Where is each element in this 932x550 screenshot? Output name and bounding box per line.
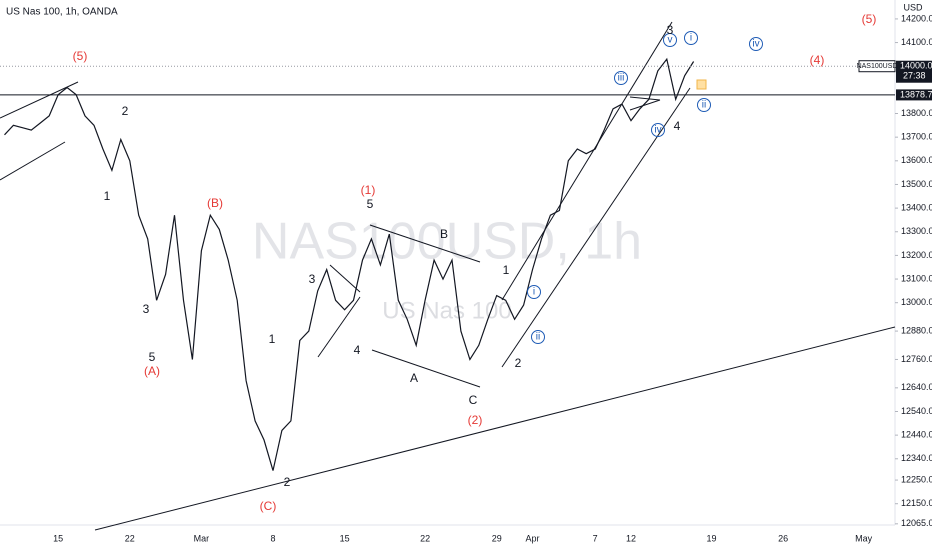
alert-marker [696,79,707,90]
wave-label: i [533,287,535,298]
wave-circle [663,33,677,47]
wave-circle [684,31,698,45]
y-tick-label: 13800.0 [901,108,932,118]
y-tick-label: 12150.0 [901,498,932,508]
y-tick-label: 12880.0 [901,325,932,335]
wave-label: (4) [810,53,825,67]
wave-circle [614,71,628,85]
y-tick-label: 12340.0 [901,453,932,463]
wave-label: ii [702,100,706,111]
watermark-sub: US Nas 100 [382,297,511,324]
drawings [0,21,896,531]
y-tick-label: 13000.0 [901,297,932,307]
countdown: 27:38 [903,71,926,81]
x-tick-label: Apr [526,533,540,543]
y-tick-label: 13400.0 [901,202,932,212]
wave-circle [527,285,541,299]
wave-label: 1 [503,263,510,277]
x-tick-label: 26 [778,533,788,543]
wave-circle [697,98,711,112]
x-tick-label: 8 [270,533,275,543]
y-tick-label: 13600.0 [901,155,932,165]
symbol-badge [858,60,896,73]
wave-label: 3 [667,23,674,37]
x-tick-label: 7 [593,533,598,543]
y-tick-label: 13700.0 [901,132,932,142]
wave-circle [749,37,763,51]
wave-label: 5 [149,350,156,364]
wave-label: 2 [284,475,291,489]
chart-title: US Nas 100, 1h, OANDA [6,7,118,18]
wave-label: 3 [309,272,316,286]
x-tick-label: Mar [194,533,210,543]
wave-label: 5 [367,197,374,211]
y-tick-label: 14200.0 [901,13,932,23]
wave-label: iv [654,125,661,136]
price-line [4,57,695,471]
wave-label: (A) [144,364,160,378]
y-tick-label: 12540.0 [901,406,932,416]
wave-label: A [410,371,418,385]
y-tick-label: 13200.0 [901,250,932,260]
currency: USD [903,2,923,12]
y-tick-label: 12250.0 [901,474,932,484]
x-tick-label: 15 [53,533,63,543]
wave-label: v [668,35,673,46]
wave-label: ii [536,332,540,343]
wave-label: (2) [468,413,483,427]
x-tick-label: 15 [340,533,350,543]
price-badge-label: 14000.0 [900,61,932,71]
wave-label: 1 [269,332,276,346]
wave-label: i [690,33,692,44]
price-badge-label: 13878.7 [900,89,932,99]
wave-label: (5) [73,49,88,63]
x-tick-label: 12 [626,533,636,543]
wave-label: B [440,227,448,241]
wave-label: 1 [104,189,111,203]
price-badge [896,89,932,101]
wave-label: 4 [354,343,361,357]
price-badge [896,60,932,83]
x-tick-label: 22 [125,533,135,543]
y-tick-label: 14100.0 [901,37,932,47]
y-tick-label: 13500.0 [901,179,932,189]
x-tick-label: May [855,533,873,543]
wave-circle [651,123,665,137]
wave-label: iv [752,39,759,50]
watermark: NAS100USD, 1h [252,213,642,271]
wave-label: (B) [207,196,223,210]
y-tick-label: 12440.0 [901,430,932,440]
wave-label: (1) [361,183,376,197]
y-tick-label: 12760.0 [901,354,932,364]
wave-label: 2 [515,356,522,370]
y-tick-label: 13100.0 [901,273,932,283]
wave-label: C [469,393,478,407]
wave-label: (5) [862,12,877,26]
wave-label: 2 [122,104,129,118]
wave-circle [531,330,545,344]
y-tick-label: 12640.0 [901,382,932,392]
y-tick-label: 12065.0 [901,518,932,528]
wave-label: (C) [260,499,277,513]
wave-label: iii [618,73,625,84]
x-tick-label: 29 [492,533,502,543]
y-tick-label: 13300.0 [901,226,932,236]
wave-label: 4 [674,119,681,133]
x-tick-label: 22 [420,533,430,543]
x-tick-label: 19 [707,533,717,543]
wave-label: 3 [143,302,150,316]
symbol-label: NAS100USD [857,63,898,70]
